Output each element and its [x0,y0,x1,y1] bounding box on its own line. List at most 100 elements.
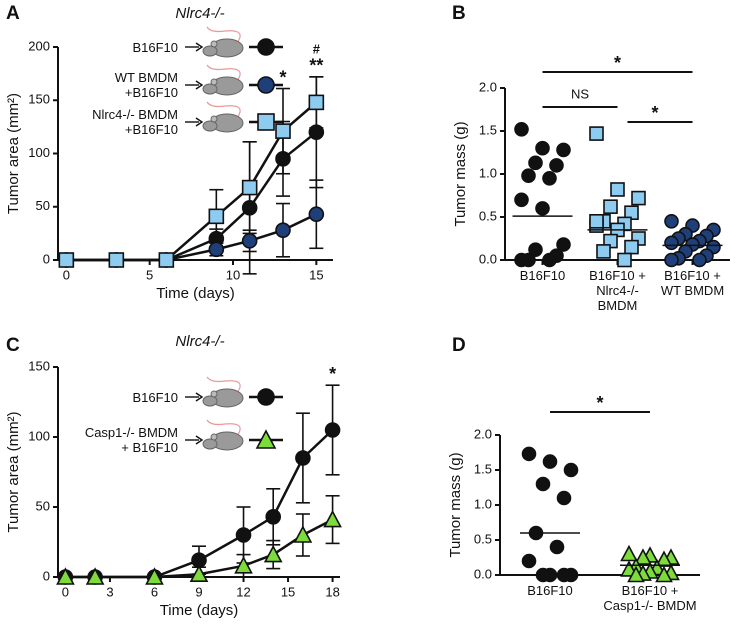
y-tick-label: 1.0 [479,165,497,180]
annotation: * [651,103,658,123]
marker [596,244,611,259]
marker [631,190,646,206]
marker [528,155,543,171]
x-tick-label: 9 [195,584,202,599]
marker [308,206,325,223]
mouse-ear [210,40,218,48]
mouse-icon [202,26,244,58]
mouse-ear [210,433,218,441]
y-tick-label: 1.5 [474,461,492,476]
marker [275,151,291,167]
panel-label: D [452,335,466,356]
marker [189,564,209,583]
chart-title: Nlrc4-/- [175,333,224,350]
y-tick-label: 0.5 [474,531,492,546]
marker [610,182,625,197]
marker [692,252,707,268]
marker [664,214,679,229]
annotation: # [313,41,321,56]
marker [265,508,282,525]
legend-arrowhead [195,80,204,90]
marker [145,567,164,585]
x-tick-label: 10 [226,267,240,282]
panel-label: A [6,3,20,24]
x-axis-label: Time (days) [160,602,239,619]
marker [275,123,291,139]
marker [549,539,565,555]
y-tick-label: 150 [28,92,50,107]
legend-label: Nlrc4-/- BMDM +B16F10 [92,107,178,137]
y-tick-label: 50 [36,198,50,213]
marker [208,208,225,225]
marker [235,527,252,543]
y-axis-label: Tumor area (mm²) [5,93,22,214]
y-tick-label: 50 [36,498,50,513]
marker [295,450,311,466]
x-tick-label: B16F10 + WT BMDM [660,268,725,298]
y-tick-label: 2.0 [474,426,492,441]
legend-arrowhead [195,435,204,445]
x-tick-label: 0 [62,584,69,599]
x-tick-label: B16F10 + Casp1-/- BMDM [603,583,697,613]
legend-label: B16F10 [132,39,178,55]
y-tick-label: 0 [43,568,50,583]
marker [514,192,529,208]
legend-label: Casp1-/- BMDM + B16F10 [84,425,178,455]
marker [542,171,557,186]
mouse-icon [202,101,244,133]
x-tick-label: 18 [325,584,339,599]
marker [603,199,618,214]
y-tick-label: 100 [28,428,50,443]
y-tick-label: 2.0 [479,79,497,94]
mouse-head [202,120,218,132]
annotation: * [329,364,336,384]
marker [521,553,537,569]
x-tick-label: 5 [146,267,153,282]
marker [549,158,564,173]
mouse-head [202,395,218,407]
marker [514,252,529,268]
marker [624,239,639,255]
marker [542,454,558,469]
y-tick-label: 0.5 [479,208,497,223]
marker [617,252,632,268]
marker [556,142,571,158]
x-tick-label: 15 [281,584,295,599]
marker [535,201,550,216]
y-tick-label: 1.0 [474,496,492,511]
marker [293,525,313,543]
marker [514,121,529,137]
mouse-ear [210,78,218,86]
marker [620,544,638,562]
x-tick-label: 3 [106,584,113,599]
marker [308,94,325,111]
y-tick-label: 0 [43,251,50,266]
mouse-icon [202,64,244,96]
x-tick-label: B16F10 [519,268,566,283]
marker [634,548,652,565]
mouse-tail [206,376,241,394]
legend-label: B16F10 [132,389,178,405]
marker [556,567,572,583]
marker [589,126,604,141]
x-axis-label: Time (days) [156,285,235,302]
x-tick-label: 6 [151,584,158,599]
mouse-ear [210,390,218,398]
mouse-icon [202,419,244,451]
marker [556,237,571,252]
marker [627,565,645,583]
y-tick-label: 150 [28,358,50,373]
annotation: ** [309,56,323,76]
marker [241,233,258,249]
x-tick-label: 12 [236,584,250,599]
mouse-head [202,45,218,57]
y-tick-label: 200 [28,38,50,53]
marker [664,235,679,251]
marker [521,446,537,462]
legend-arrowhead [195,392,204,402]
mouse-tail [206,419,241,437]
legend-marker [255,429,277,449]
y-axis-label: Tumor mass (g) [447,452,464,557]
